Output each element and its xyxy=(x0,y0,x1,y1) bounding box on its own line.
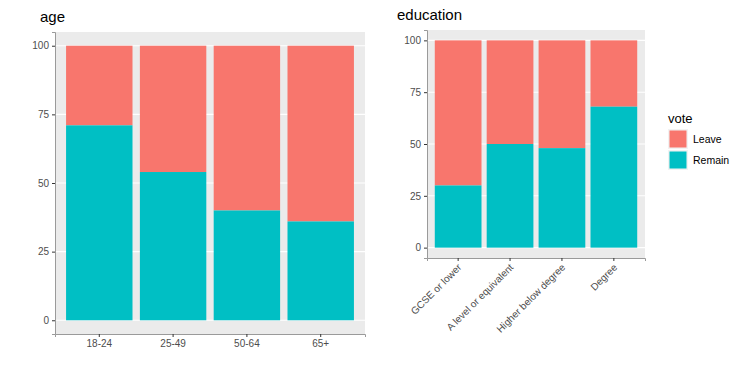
bar xyxy=(66,46,132,126)
tick-mark xyxy=(561,258,562,261)
panel-background xyxy=(55,32,365,334)
panel-1: 0 25 50 75 100 GCSE or lowerA level or equiva… xyxy=(404,30,645,335)
bar xyxy=(140,46,206,172)
y-tick: 25 xyxy=(410,191,427,202)
y-tick: 0 xyxy=(43,315,55,326)
x-axis: 18-24 25-49 50-64 65+ xyxy=(56,334,366,349)
y-tick: 25 xyxy=(38,246,55,257)
bar xyxy=(66,125,132,320)
bars xyxy=(66,46,354,321)
x-tick: 18-24 xyxy=(86,334,112,349)
y-tick: 100 xyxy=(32,40,55,51)
tick-label: Higher below degree xyxy=(494,261,567,334)
y-tick: 50 xyxy=(38,178,55,189)
tick-label: 75 xyxy=(38,109,50,120)
tick-mark xyxy=(510,258,511,261)
tick-label: 100 xyxy=(404,35,421,46)
bar xyxy=(288,221,354,320)
tick-label: 0 xyxy=(415,242,421,253)
tick-label: 65+ xyxy=(312,338,329,349)
bar xyxy=(214,46,280,211)
x-axis: GCSE or lowerA level or equivalentHigher… xyxy=(409,258,646,335)
tick-mark xyxy=(246,334,247,337)
chart-title: age xyxy=(40,8,65,25)
tick-mark xyxy=(52,114,55,115)
legend-label: Remain xyxy=(693,154,729,166)
legend-key-background xyxy=(668,150,688,170)
legend-key-background xyxy=(668,129,688,149)
legend-label: Leave xyxy=(693,133,722,145)
bar xyxy=(140,172,206,320)
tick-label: 25-49 xyxy=(160,338,186,349)
tick-mark xyxy=(424,196,427,197)
tick-mark xyxy=(52,46,55,47)
bar xyxy=(487,40,534,144)
tick-mark xyxy=(424,40,427,41)
tick-label: 75 xyxy=(410,87,422,98)
bar xyxy=(435,40,482,185)
legend: voteLeave Remain xyxy=(668,111,729,170)
legend-title: vote xyxy=(668,111,693,126)
tick-mark xyxy=(52,183,55,184)
bar xyxy=(539,40,586,148)
axis-line xyxy=(52,33,56,335)
x-tick: 65+ xyxy=(312,334,329,349)
bar xyxy=(288,46,354,222)
panel-background xyxy=(427,30,645,258)
tick-label: 25 xyxy=(38,246,50,257)
bars xyxy=(435,40,637,247)
bar xyxy=(591,40,638,106)
tick-mark xyxy=(613,258,614,261)
bar xyxy=(214,210,280,320)
tick-label: Degree xyxy=(588,261,619,292)
tick-mark xyxy=(424,92,427,93)
tick-label: 25 xyxy=(410,191,422,202)
bar xyxy=(539,148,586,247)
x-tick: Degree xyxy=(588,258,619,293)
x-tick: Higher below degree xyxy=(494,258,567,335)
tick-label: 50 xyxy=(410,139,422,150)
tick-label: GCSE or lower xyxy=(409,261,464,316)
tick-mark xyxy=(99,334,100,337)
x-tick: 50-64 xyxy=(234,334,260,349)
y-tick: 50 xyxy=(410,139,427,150)
tick-label: 50-64 xyxy=(234,338,260,349)
axis-line xyxy=(428,259,646,262)
y-tick: 75 xyxy=(410,87,427,98)
tick-mark xyxy=(424,248,427,249)
chart-title: education xyxy=(397,6,462,23)
y-tick: 75 xyxy=(38,109,55,120)
tick-label: 18-24 xyxy=(86,338,112,349)
tick-mark xyxy=(320,334,321,337)
tick-mark xyxy=(52,252,55,253)
legend-key xyxy=(670,131,687,148)
tick-mark xyxy=(52,320,55,321)
y-axis: 0 25 50 75 100 xyxy=(404,31,427,259)
x-tick: 25-49 xyxy=(160,334,186,349)
grid xyxy=(427,40,645,247)
bar xyxy=(435,185,482,247)
grid xyxy=(55,46,365,321)
x-tick: GCSE or lower xyxy=(409,258,464,317)
legend-key xyxy=(670,152,687,169)
tick-label: 50 xyxy=(38,178,50,189)
tick-mark xyxy=(173,334,174,337)
axis-line xyxy=(424,31,428,259)
tick-mark xyxy=(458,258,459,261)
panel-0: 0 25 50 75 100 18-24 25-49 50-64 65+ xyxy=(32,32,365,349)
y-tick: 100 xyxy=(404,35,427,46)
tick-label: 0 xyxy=(43,315,49,326)
bar xyxy=(487,144,534,248)
tick-mark xyxy=(424,144,427,145)
y-axis: 0 25 50 75 100 xyxy=(32,33,55,335)
y-tick: 0 xyxy=(415,242,427,253)
axis-line xyxy=(56,335,366,338)
tick-label: 100 xyxy=(32,40,49,51)
bar xyxy=(591,107,638,248)
